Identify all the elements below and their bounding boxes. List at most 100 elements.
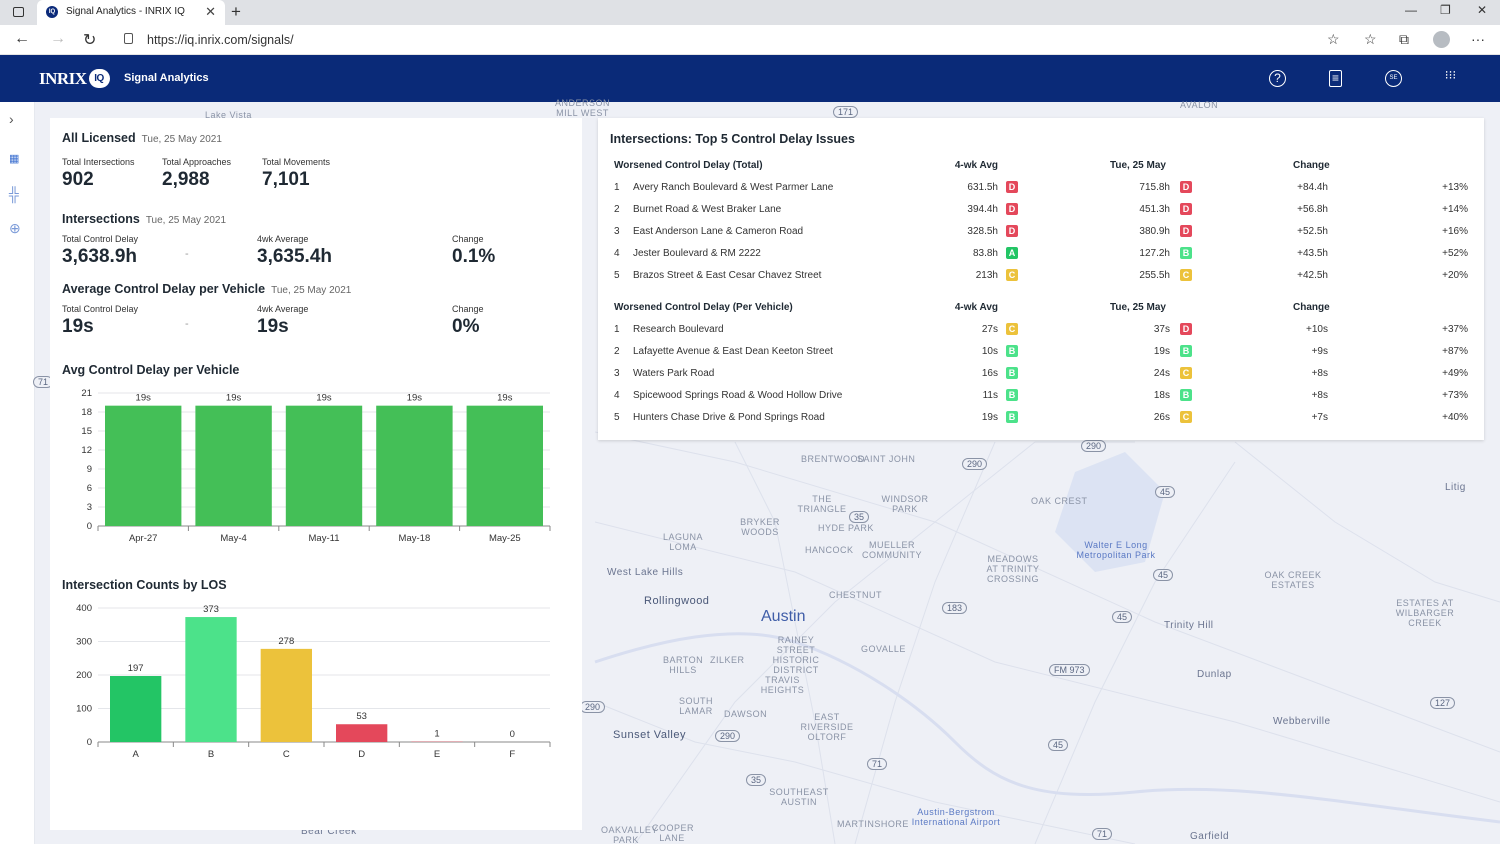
account-icon[interactable]: SE bbox=[1385, 70, 1402, 87]
los-badge: D bbox=[1180, 203, 1192, 215]
los-badge: D bbox=[1006, 181, 1018, 193]
table-header: Worsened Control Delay (Per Vehicle) bbox=[614, 302, 793, 313]
map-label: BRYKER WOODS bbox=[735, 517, 785, 537]
map-label: SOUTH LAMAR bbox=[676, 696, 716, 716]
reload-icon[interactable]: ↻ bbox=[83, 30, 96, 50]
expand-chevron-icon[interactable]: › bbox=[9, 111, 14, 127]
browser-menu-icon[interactable] bbox=[13, 7, 24, 17]
highway-shield: 71 bbox=[867, 758, 887, 770]
x-tick-label: May-4 bbox=[220, 533, 246, 544]
x-tick-label: May-11 bbox=[309, 533, 340, 544]
x-tick-label: F bbox=[509, 749, 515, 760]
map-label: MEADOWS AT TRINITY CROSSING bbox=[983, 554, 1043, 584]
avg-value: 19s bbox=[982, 412, 998, 423]
x-tick-label: E bbox=[434, 749, 440, 760]
intersection-icon[interactable]: ╬ bbox=[9, 186, 19, 202]
y-tick-label: 6 bbox=[87, 483, 92, 494]
more-icon[interactable]: ··· bbox=[1471, 31, 1485, 47]
los-badge: C bbox=[1180, 269, 1192, 281]
restore-icon[interactable]: ❐ bbox=[1440, 3, 1451, 17]
favorites-icon[interactable]: ☆ bbox=[1364, 31, 1377, 48]
los-badge: D bbox=[1006, 225, 1018, 237]
map-label: CHESTNUT bbox=[829, 590, 882, 600]
new-tab-icon[interactable]: + bbox=[231, 2, 241, 22]
browser-tab-bar: IQ Signal Analytics - INRIX IQ ✕ + — ❐ ✕ bbox=[0, 0, 1500, 25]
table-row[interactable] bbox=[606, 364, 1476, 384]
avg-value: 631.5h bbox=[967, 182, 998, 193]
minimize-icon[interactable]: — bbox=[1405, 3, 1417, 17]
day-value: 18s bbox=[1154, 390, 1170, 401]
avg-value: 27s bbox=[982, 324, 998, 335]
apps-grid-icon[interactable]: ⁝⁝⁝ bbox=[1442, 70, 1459, 87]
logo-text: INRIX bbox=[39, 69, 87, 88]
map-label: BARTON HILLS bbox=[663, 655, 703, 675]
bar bbox=[261, 649, 312, 742]
metric-value: 3,638.9h bbox=[62, 246, 137, 268]
metric-label: Change bbox=[452, 234, 484, 244]
browser-tab[interactable]: IQ Signal Analytics - INRIX IQ ✕ bbox=[37, 0, 225, 25]
change-percent: +13% bbox=[1442, 182, 1468, 193]
intersection-name: Avery Ranch Boulevard & West Parmer Lane bbox=[633, 182, 833, 193]
back-icon[interactable]: ← bbox=[14, 30, 30, 48]
los-badge: D bbox=[1180, 181, 1192, 193]
table-row[interactable] bbox=[606, 320, 1476, 340]
url-field[interactable]: https://iq.inrix.com/signals/ bbox=[114, 28, 1354, 52]
collections-icon[interactable]: ⧉ bbox=[1399, 31, 1409, 48]
map-label: Garfield bbox=[1190, 831, 1229, 842]
document-icon[interactable]: ≡ bbox=[1329, 70, 1342, 87]
crosshair-icon[interactable]: ⊕ bbox=[9, 220, 21, 237]
change-value: +42.5h bbox=[1297, 270, 1328, 281]
map-label: ANDERSON MILL WEST bbox=[555, 98, 610, 118]
column-header-day: Tue, 25 May bbox=[1110, 302, 1166, 313]
y-tick-label: 12 bbox=[81, 445, 92, 456]
help-icon[interactable]: ? bbox=[1269, 70, 1286, 87]
map-label: THE TRIANGLE bbox=[797, 494, 847, 514]
bar bbox=[110, 676, 161, 742]
los-badge: D bbox=[1180, 323, 1192, 335]
data-label: 197 bbox=[128, 663, 144, 674]
signal-analytics-icon[interactable]: ▦ bbox=[9, 152, 19, 165]
change-percent: +73% bbox=[1442, 390, 1468, 401]
data-label: 19s bbox=[497, 393, 513, 404]
favorite-star-icon[interactable]: ☆ bbox=[1327, 31, 1340, 48]
profile-avatar[interactable] bbox=[1433, 31, 1450, 48]
los-badge: C bbox=[1180, 411, 1192, 423]
row-rank: 4 bbox=[614, 248, 620, 259]
los-badge: C bbox=[1006, 269, 1018, 281]
map-label: MUELLER COMMUNITY bbox=[857, 540, 927, 560]
row-rank: 1 bbox=[614, 182, 620, 193]
bar bbox=[105, 406, 181, 526]
map-label: BRENTWOOD bbox=[801, 454, 865, 464]
bar bbox=[336, 724, 387, 742]
map-label: Webberville bbox=[1273, 716, 1331, 727]
los-badge: B bbox=[1180, 345, 1192, 357]
data-label: 373 bbox=[203, 604, 219, 615]
forward-icon[interactable]: → bbox=[50, 30, 66, 48]
day-value: 37s bbox=[1154, 324, 1170, 335]
metric-value: 19s bbox=[257, 316, 289, 338]
intersections-title-text: Intersections bbox=[62, 212, 140, 226]
close-tab-icon[interactable]: ✕ bbox=[205, 4, 216, 20]
avg-value: 83.8h bbox=[973, 248, 998, 259]
change-value: +9s bbox=[1312, 346, 1328, 357]
y-tick-label: 400 bbox=[76, 603, 92, 614]
column-header-day: Tue, 25 May bbox=[1110, 160, 1166, 171]
y-tick-label: 0 bbox=[87, 521, 92, 532]
los-badge: B bbox=[1006, 345, 1018, 357]
intersection-name: East Anderson Lane & Cameron Road bbox=[633, 226, 803, 237]
stat-label: Total Movements bbox=[262, 157, 330, 167]
change-value: +8s bbox=[1312, 368, 1328, 379]
avg-delay-chart: 036912151821Apr-2719sMay-419sMay-1119sMa… bbox=[60, 386, 570, 546]
day-value: 26s bbox=[1154, 412, 1170, 423]
close-window-icon[interactable]: ✕ bbox=[1477, 3, 1487, 17]
intersection-name: Burnet Road & West Braker Lane bbox=[633, 204, 781, 215]
los-badge: C bbox=[1180, 367, 1192, 379]
day-value: 255.5h bbox=[1139, 270, 1170, 281]
stat-value: 902 bbox=[62, 169, 94, 191]
highway-shield: 290 bbox=[962, 458, 987, 470]
avg-value: 213h bbox=[976, 270, 998, 281]
x-tick-label: May-18 bbox=[399, 533, 431, 544]
